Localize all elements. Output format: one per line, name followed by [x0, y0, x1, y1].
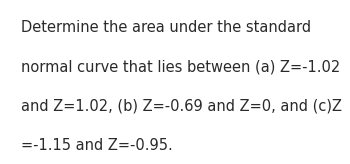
Text: =-1.15 and Z=-0.95.: =-1.15 and Z=-0.95. — [21, 138, 173, 153]
Text: Determine the area under the standard: Determine the area under the standard — [21, 20, 311, 35]
Text: and Z=1.02, (b) Z=-0.69 and Z=0, and (c)Z: and Z=1.02, (b) Z=-0.69 and Z=0, and (c)… — [21, 98, 342, 113]
Text: normal curve that lies between (a) Z=-1.02: normal curve that lies between (a) Z=-1.… — [21, 59, 340, 74]
